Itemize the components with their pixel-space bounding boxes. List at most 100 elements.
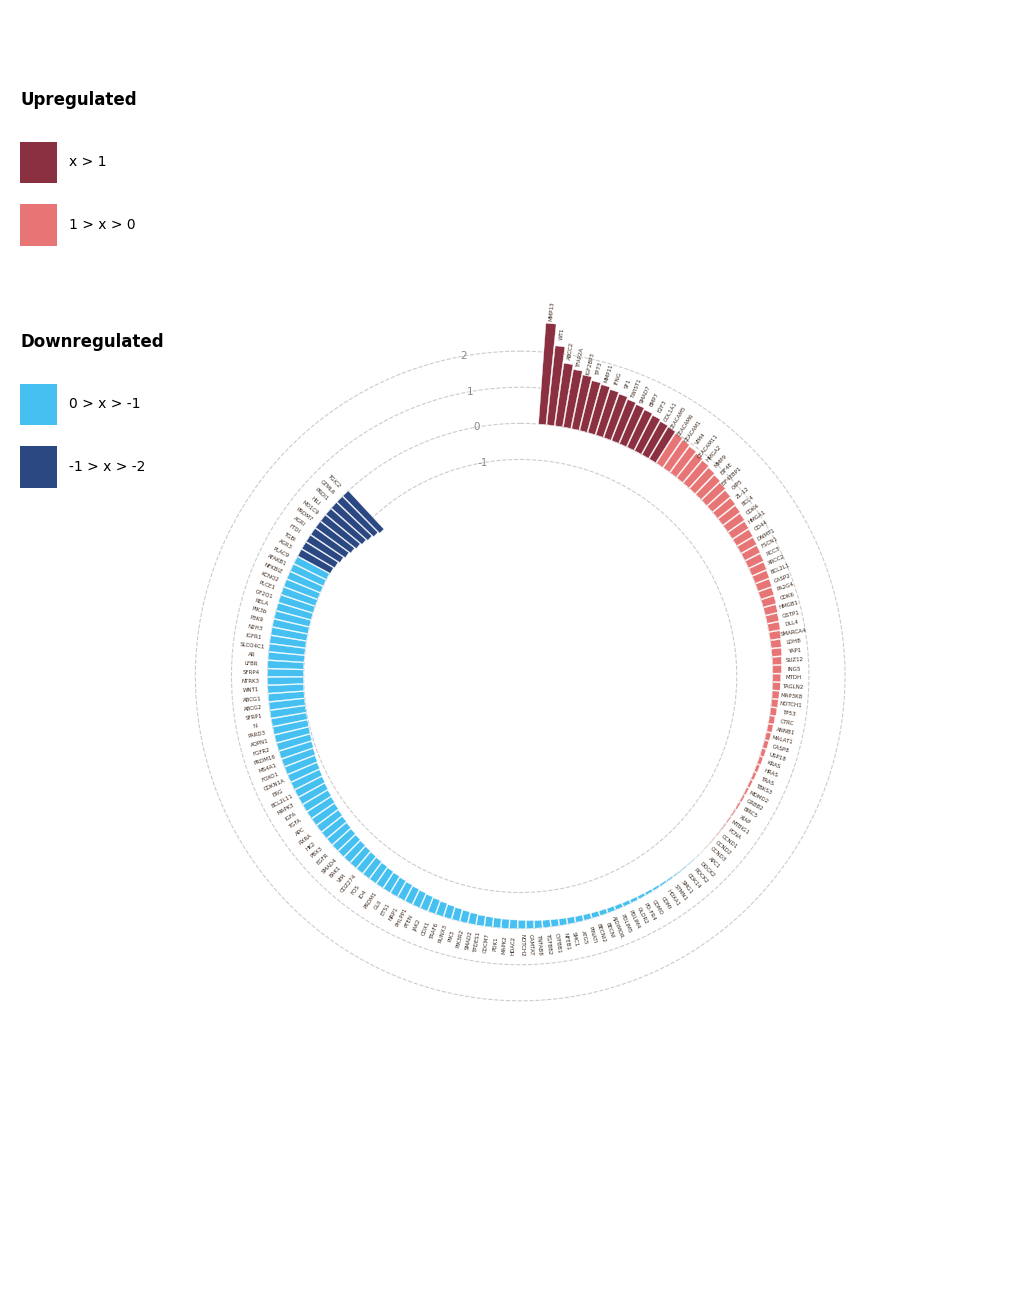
Text: MAP3K8: MAP3K8	[780, 693, 802, 699]
Text: PDLIM4: PDLIM4	[627, 910, 640, 931]
Bar	[271, 628, 308, 641]
Text: GRBB2: GRBB2	[744, 798, 763, 812]
Text: PCNA: PCNA	[727, 828, 742, 841]
Bar	[701, 482, 725, 506]
Text: CDX1: CDX1	[421, 920, 430, 936]
Text: FTDI: FTDI	[287, 524, 301, 534]
Bar	[677, 454, 702, 482]
Bar	[322, 816, 346, 838]
Text: CDZ274: CDZ274	[339, 874, 358, 894]
Bar	[468, 913, 477, 924]
Text: CASP2: CASP2	[772, 572, 791, 584]
Text: HDAC2: HDAC2	[510, 936, 516, 954]
Bar	[286, 572, 323, 593]
Bar	[554, 363, 573, 426]
Bar	[627, 410, 651, 450]
Bar	[501, 919, 508, 928]
Text: APC1: APC1	[706, 857, 719, 870]
Bar	[595, 390, 618, 437]
Text: CDK14: CDK14	[686, 872, 701, 891]
Text: KCNQ2: KCNQ2	[260, 571, 279, 582]
Bar	[622, 900, 630, 906]
Text: SMG1: SMG1	[680, 879, 693, 894]
Text: LDHB: LDHB	[786, 638, 801, 645]
Bar	[669, 447, 696, 477]
Text: CCND3: CCND3	[708, 846, 726, 863]
Text: x > 1: x > 1	[69, 156, 107, 169]
Text: APC: APC	[294, 827, 306, 837]
Text: ZL-12: ZL-12	[735, 486, 750, 499]
Bar	[268, 644, 305, 655]
Bar	[766, 621, 780, 632]
Text: ATG5: ATG5	[579, 930, 587, 945]
Text: SMARCA4: SMARCA4	[780, 628, 806, 637]
Text: SFRP4: SFRP4	[243, 670, 259, 675]
Text: WNT1: WNT1	[243, 688, 260, 693]
Text: MMP11: MMP11	[603, 363, 613, 384]
Bar	[747, 780, 752, 788]
Bar	[492, 918, 500, 928]
Bar	[267, 670, 304, 676]
Text: TWIST1: TWIST1	[630, 378, 642, 399]
Text: ETS1: ETS1	[380, 902, 390, 916]
Bar	[484, 916, 492, 927]
Bar	[510, 920, 517, 928]
Text: VIM4: VIM4	[694, 432, 706, 446]
Bar	[274, 611, 311, 627]
Bar	[759, 749, 765, 757]
Text: ABCG2: ABCG2	[243, 705, 262, 711]
Bar	[755, 578, 771, 592]
Text: NFEB1: NFEB1	[561, 932, 570, 950]
Bar	[290, 564, 326, 586]
Text: BMP7: BMP7	[648, 393, 659, 408]
Bar	[606, 906, 614, 913]
Bar	[420, 894, 432, 911]
Bar	[715, 829, 720, 836]
Bar	[756, 757, 762, 764]
Text: PINATI: PINATI	[587, 927, 596, 944]
Bar	[526, 920, 533, 928]
Bar	[614, 903, 623, 910]
Bar	[575, 915, 583, 922]
Text: IGFA: IGFA	[284, 811, 297, 822]
Bar	[770, 699, 777, 707]
Text: MAPK2: MAPK2	[500, 935, 506, 954]
Text: SMC1: SMC1	[571, 932, 579, 948]
Bar	[317, 810, 342, 832]
Text: VIM: VIM	[336, 872, 347, 884]
Text: TNFAB8: TNFAB8	[536, 933, 542, 956]
Bar	[587, 385, 609, 434]
Text: NTRK3: NTRK3	[242, 679, 260, 684]
Bar	[542, 919, 550, 928]
Bar	[745, 554, 763, 568]
Bar	[451, 907, 462, 922]
Text: FOXO1: FOXO1	[261, 771, 279, 783]
Text: BCL4: BCL4	[740, 495, 754, 507]
Bar	[320, 515, 360, 549]
Text: TGBI: TGBI	[282, 532, 297, 542]
Text: ID4: ID4	[358, 889, 368, 900]
Bar	[766, 724, 772, 732]
Text: ABCG1: ABCG1	[243, 696, 261, 702]
Bar	[276, 603, 313, 620]
Text: MALAT1: MALAT1	[771, 734, 793, 745]
Text: PIK3b: PIK3b	[251, 606, 267, 615]
Bar	[692, 854, 698, 861]
Text: TP73: TP73	[595, 361, 603, 377]
Text: PARD3: PARD3	[248, 731, 267, 738]
Text: ANNB1: ANNB1	[774, 727, 794, 736]
Bar	[686, 861, 692, 866]
Bar	[764, 732, 770, 741]
Bar	[312, 803, 338, 826]
Bar	[712, 498, 735, 519]
Text: EIF4EBP1: EIF4EBP1	[720, 467, 743, 488]
Text: FOS: FOS	[351, 884, 361, 896]
Bar	[357, 852, 376, 874]
Text: BECNI: BECNI	[603, 922, 613, 939]
Text: CEACAM5: CEACAM5	[668, 406, 687, 430]
Bar	[267, 660, 304, 670]
Bar	[279, 741, 313, 759]
Text: AGR3: AGR3	[277, 538, 292, 550]
Bar	[680, 866, 686, 871]
Text: SLCO4C1: SLCO4C1	[239, 642, 265, 650]
